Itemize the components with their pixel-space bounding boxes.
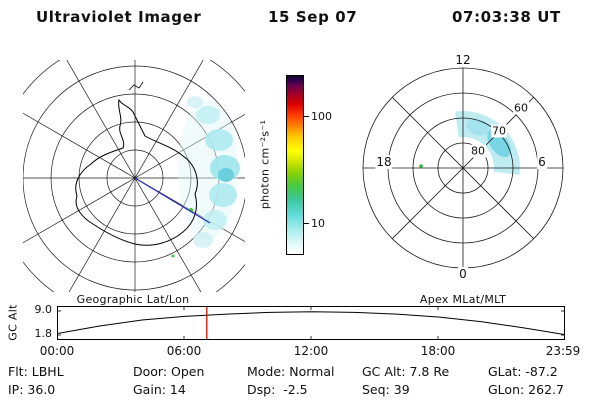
status-dsp: Dsp: -2.5 — [247, 382, 308, 397]
status-glon: GLon: 262.7 — [488, 382, 564, 397]
timeline-ytick-top: 9.0 — [34, 303, 53, 316]
xtick-1800: 18:00 — [420, 344, 456, 358]
xtick-0600: 06:00 — [166, 344, 202, 358]
status-flt: Flt: LBHL — [8, 364, 64, 379]
xtick-2359: 23:59 — [545, 344, 581, 358]
mlt-label-18: 18 — [375, 155, 393, 169]
xtick-1200: 12:00 — [293, 344, 329, 358]
status-gc-alt: GC Alt: 7.8 Re — [362, 364, 450, 379]
status-seq: Seq: 39 — [362, 382, 410, 397]
gc-alt-timeline — [56, 306, 566, 340]
geographic-polar-plot — [23, 60, 245, 292]
pointing-line — [134, 177, 211, 224]
timeline-svg — [56, 306, 566, 340]
status-gain: Gain: 14 — [133, 382, 186, 397]
page-title: Ultraviolet Imager — [36, 8, 202, 26]
mlt-label-6: 6 — [537, 155, 547, 169]
mlat-ring-60: 60 — [513, 101, 529, 115]
colorbar-tick-100-mark — [304, 116, 309, 117]
status-mode: Mode: Normal — [247, 364, 335, 379]
colorbar-tick-10-mark — [304, 223, 309, 224]
date-label: 15 Sep 07 — [268, 8, 358, 26]
gc-alt-curve — [56, 311, 566, 336]
mlat-ring-80: 80 — [470, 144, 486, 158]
timeline-hour-ticks — [57, 306, 565, 340]
colorbar-tick-10: 10 — [311, 217, 325, 230]
antarctica-coastline — [75, 98, 198, 246]
apex-grid — [362, 67, 564, 269]
apex-plot-caption: Apex MLat/MLT — [419, 293, 507, 306]
timeline-ylabel: GC Alt — [6, 304, 20, 341]
aurora-emission-left — [171, 96, 240, 258]
status-door: Door: Open — [133, 364, 205, 379]
geographic-plot-svg — [23, 60, 245, 292]
aurora-emission-right — [419, 111, 521, 175]
xtick-0000: 00:00 — [39, 344, 75, 358]
status-glat: GLat: -87.2 — [488, 364, 558, 379]
mlt-label-12: 12 — [454, 53, 472, 67]
mlat-ring-70: 70 — [491, 124, 507, 138]
colorbar-tick-100: 100 — [311, 110, 332, 123]
island-squiggle — [128, 81, 144, 91]
timeline-ytick-bottom: 1.8 — [34, 327, 53, 340]
colorbar — [286, 75, 304, 255]
mlt-label-0: 0 — [458, 267, 468, 281]
status-ip: IP: 36.0 — [8, 382, 56, 397]
colorbar-label: photon cm⁻²s⁻¹ — [258, 119, 272, 210]
time-ut-label: 07:03:38 UT — [452, 8, 561, 26]
geographic-plot-caption: Geographic Lat/Lon — [76, 293, 190, 306]
